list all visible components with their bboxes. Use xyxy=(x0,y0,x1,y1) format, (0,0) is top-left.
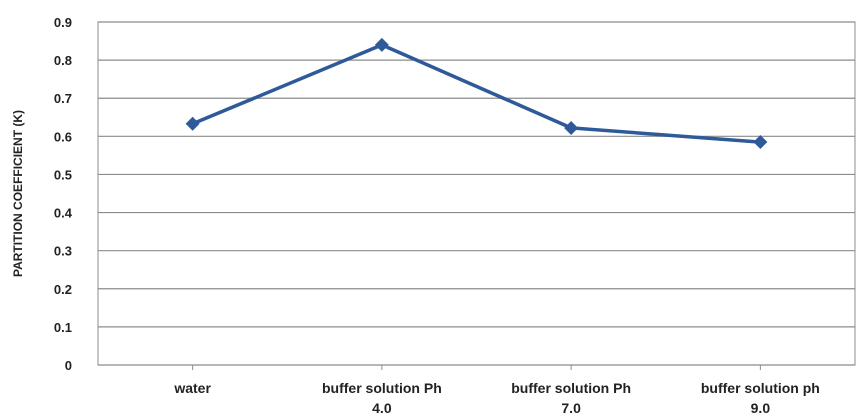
y-tick-label: 0.5 xyxy=(54,167,72,182)
x-tick-label-line: buffer solution ph xyxy=(701,380,820,396)
x-tick-label-line: 9.0 xyxy=(751,400,771,416)
x-tick-label: buffer solution Ph 4.0 xyxy=(322,380,442,416)
x-tick-label: buffer solution Ph 7.0 xyxy=(511,380,631,416)
y-axis-ticks: 0 0.1 0.2 0.3 0.4 0.5 0.6 0.7 0.8 0.9 xyxy=(54,15,73,373)
x-tick-label-line: 4.0 xyxy=(372,400,392,416)
y-tick-label: 0.1 xyxy=(54,320,72,335)
gridlines xyxy=(98,21,855,366)
data-point-marker xyxy=(185,116,200,131)
plot-area xyxy=(97,21,856,366)
y-axis-label: PARTITION COEFFICIENT (K) xyxy=(11,110,25,277)
x-tick-label: water xyxy=(173,380,211,396)
x-tick-label-line: 7.0 xyxy=(561,400,581,416)
x-tick-label-line: buffer solution Ph xyxy=(322,380,442,396)
y-tick-label: 0.3 xyxy=(54,244,72,259)
data-point-marker xyxy=(564,120,579,135)
series-line xyxy=(191,43,761,144)
y-tick-label: 0.8 xyxy=(54,53,72,68)
data-point-marker xyxy=(753,135,768,150)
y-tick-label: 0.6 xyxy=(54,129,72,144)
y-tick-label: 0 xyxy=(65,358,72,373)
y-tick-label: 0.9 xyxy=(54,15,72,30)
x-tick-label: buffer solution ph 9.0 xyxy=(701,380,820,416)
y-tick-label: 0.4 xyxy=(54,206,73,221)
x-tick-label-line: water xyxy=(173,380,211,396)
y-tick-label: 0.7 xyxy=(54,91,72,106)
y-tick-label: 0.2 xyxy=(54,282,72,297)
x-tick-label-line: buffer solution Ph xyxy=(511,380,631,396)
data-point-marker xyxy=(374,37,389,52)
data-markers xyxy=(185,37,768,150)
